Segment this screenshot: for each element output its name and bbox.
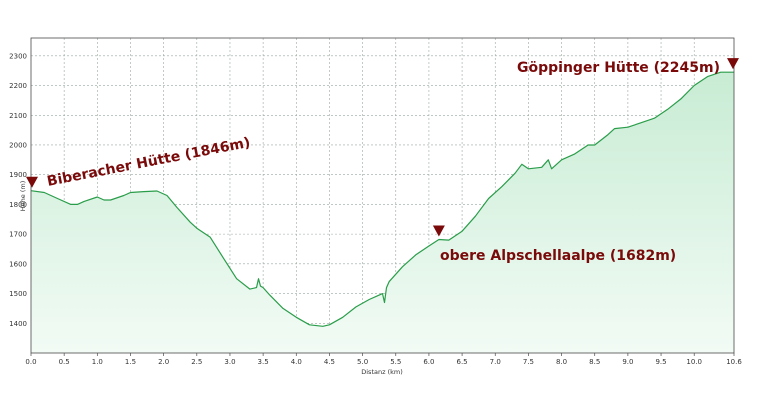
y-axis-ticks: 1400 1500 1600 1700 1800 1900 2000 2100 2200 2300 (9, 52, 27, 327)
x-axis-title: Distanz (km) (361, 368, 403, 376)
x-tick-label: 2.5 (191, 358, 202, 366)
x-tick-label: 9.5 (655, 358, 666, 366)
x-tick-label: 6.5 (457, 358, 468, 366)
x-tick-label: 10.6 (726, 358, 742, 366)
y-tick-label: 1600 (9, 260, 27, 268)
x-tick-label: 7.0 (490, 358, 501, 366)
y-tick-label: 2100 (9, 112, 27, 120)
x-tick-label: 3.5 (258, 358, 269, 366)
waypoint-marker (727, 58, 739, 70)
y-tick-label: 1900 (9, 171, 27, 179)
y-axis-title: Höhe (m) (19, 181, 27, 211)
annotation-goeppinger-huette: Göppinger Hütte (2245m) (517, 60, 720, 76)
y-tick-label: 1800 (9, 201, 27, 209)
x-tick-label: 3.0 (224, 358, 235, 366)
y-tick-label: 1500 (9, 290, 27, 298)
y-tick-label: 1400 (9, 320, 27, 328)
elevation-area-fill (31, 72, 734, 353)
x-tick-label: 1.0 (92, 358, 103, 366)
x-tick-label: 5.0 (357, 358, 368, 366)
y-tick-label: 2200 (9, 82, 27, 90)
x-tick-label: 2.0 (158, 358, 169, 366)
x-tick-label: 8.5 (589, 358, 600, 366)
annotation-obere-alpschellaalpe: obere Alpschellaalpe (1682m) (440, 248, 676, 264)
x-tick-label: 4.5 (324, 358, 335, 366)
x-tick-label: 0.0 (25, 358, 36, 366)
waypoint-markers (26, 58, 739, 237)
x-tick-label: 8.0 (556, 358, 567, 366)
waypoint-marker (26, 176, 38, 188)
x-tick-label: 4.0 (291, 358, 302, 366)
waypoint-marker (432, 225, 445, 237)
x-tick-label: 0.5 (59, 358, 70, 366)
x-axis-ticks: 0.0 0.5 1.0 1.5 2.0 2.5 3.0 3.5 4.0 4.5 5.0 5.5 6.0 6… (25, 353, 742, 366)
y-tick-label: 2300 (9, 52, 27, 60)
y-tick-label: 2000 (9, 141, 27, 149)
x-tick-label: 6.0 (423, 358, 434, 366)
x-tick-label: 7.5 (523, 358, 534, 366)
elevation-line (30, 71, 734, 327)
y-tick-label: 1700 (9, 231, 27, 239)
x-tick-label: 9.0 (622, 358, 633, 366)
x-tick-label: 5.5 (390, 358, 401, 366)
x-tick-label: 1.5 (125, 358, 136, 366)
plot-frame (30, 37, 735, 354)
x-tick-label: 10.0 (686, 358, 702, 366)
